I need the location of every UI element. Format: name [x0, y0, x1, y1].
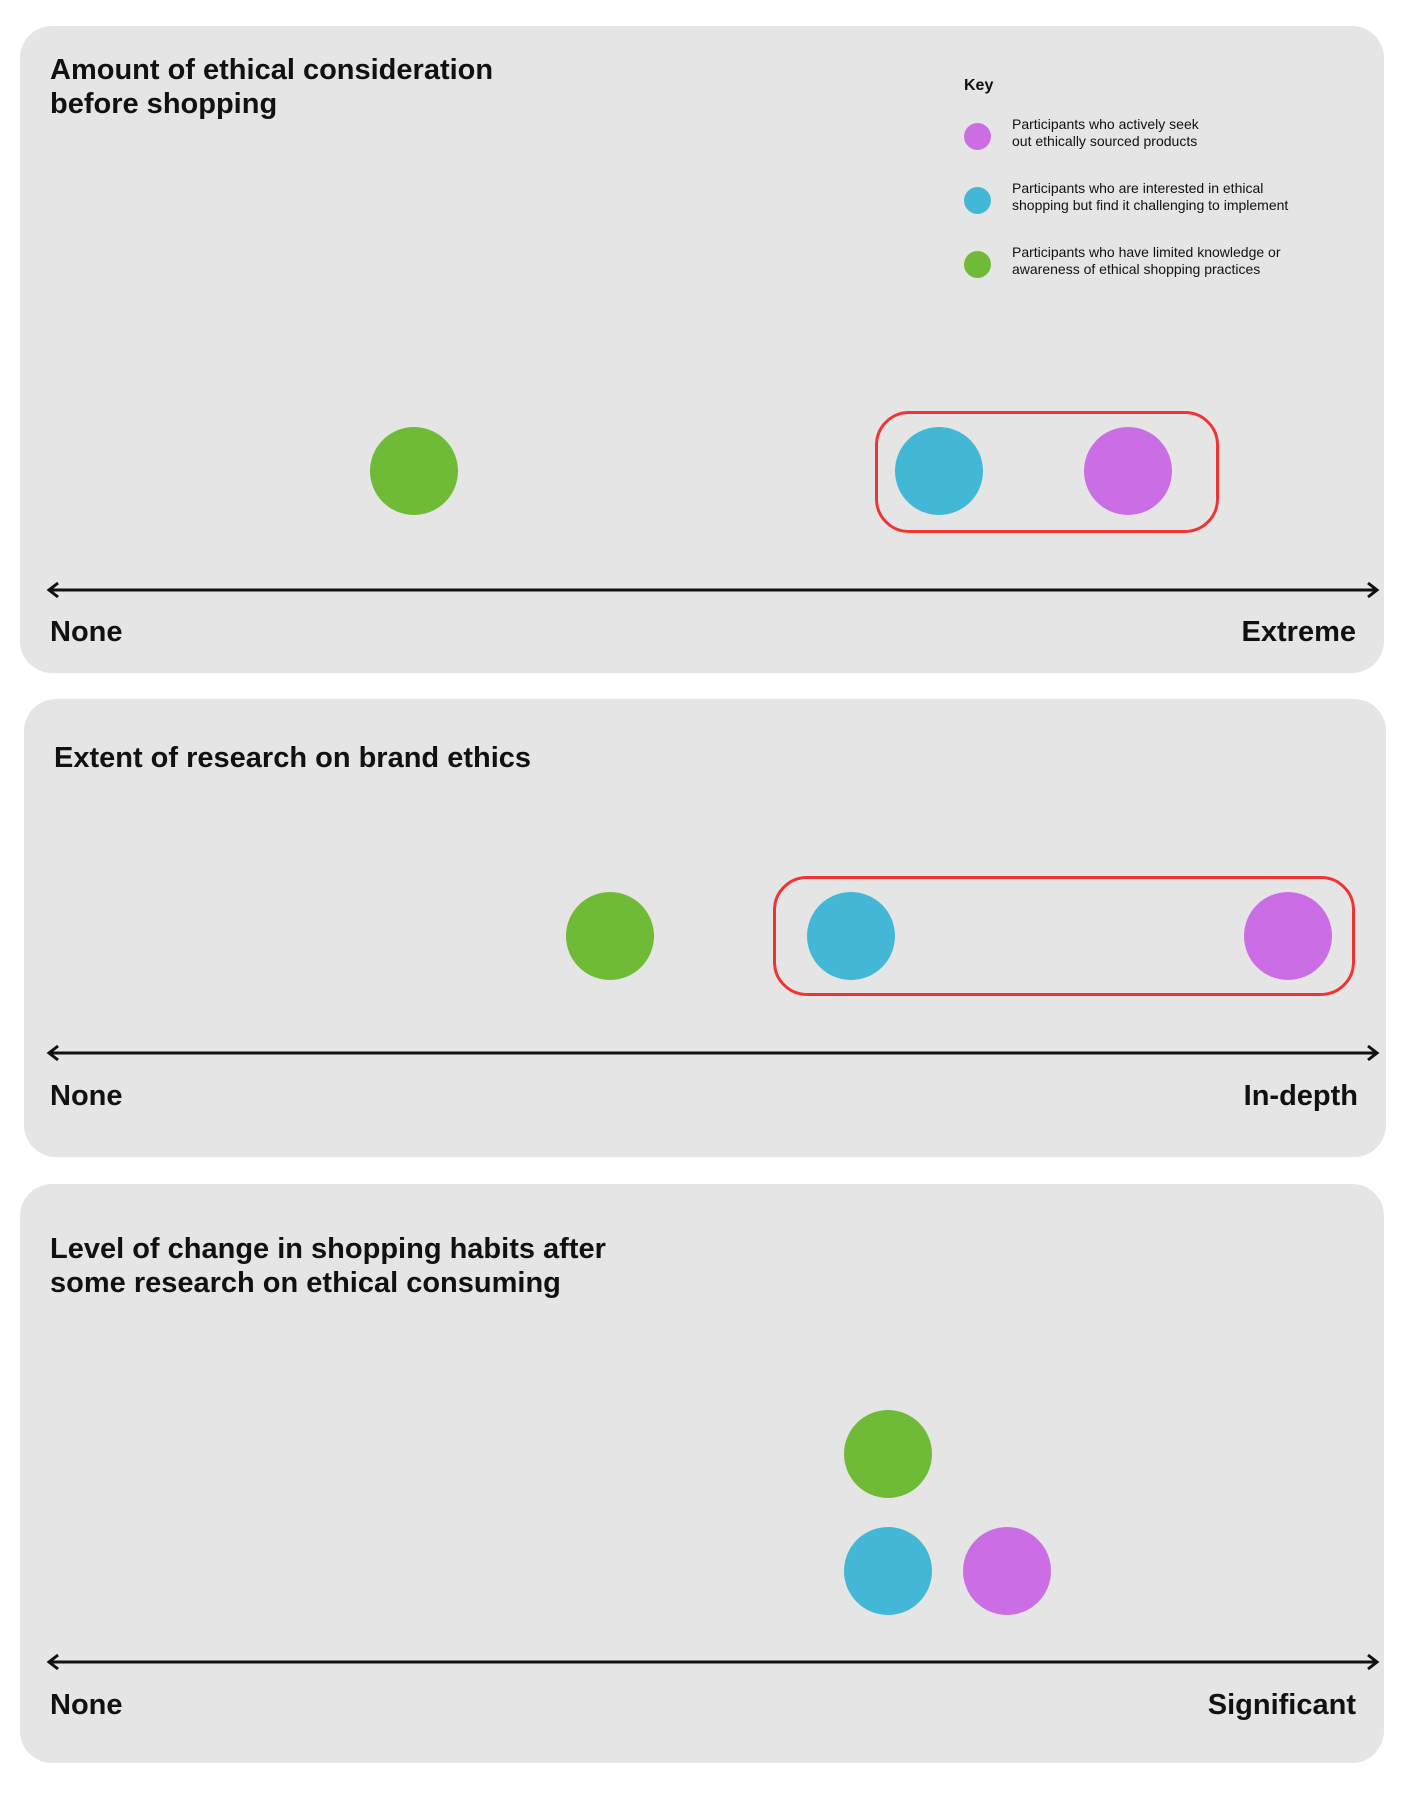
dot-interested-challenged [807, 892, 895, 980]
axis-max-label: In-depth [1243, 1080, 1358, 1112]
axis-max-label: Extreme [1241, 616, 1356, 648]
key-label-actively-seek: Participants who actively seek out ethic… [1012, 116, 1199, 149]
dot-limited-knowledge [566, 892, 654, 980]
key-item-interested-challenged: Participants who are interested in ethic… [964, 180, 1364, 224]
scale-title-line: Extent of research on brand ethics [54, 742, 532, 774]
scale-panel-ethical-consideration: Amount of ethical consideration before sh… [20, 26, 1384, 673]
dot-interested-challenged [895, 427, 983, 515]
scale-panel-habit-change: Level of change in shopping habits after… [20, 1184, 1384, 1763]
key-dot-actively-seek [964, 123, 991, 150]
axis-min-label: None [50, 1080, 123, 1112]
scale-title: Level of change in shopping habits after… [50, 1232, 670, 1300]
dot-actively-seek [1244, 892, 1332, 980]
key-dot-limited-knowledge [964, 251, 991, 278]
dot-limited-knowledge [844, 1410, 932, 1498]
key-dot-interested-challenged [964, 187, 991, 214]
axis-min-label: None [50, 1689, 123, 1721]
scale-title-line: before shopping [50, 88, 278, 120]
axis-min-label: None [50, 616, 123, 648]
dot-interested-challenged [844, 1527, 932, 1615]
dot-limited-knowledge [370, 427, 458, 515]
scale-title: Amount of ethical consideration before sh… [50, 53, 570, 121]
axis-max-label: Significant [1207, 1689, 1356, 1721]
scale-panel-brand-research: Extent of research on brand ethics None … [24, 699, 1386, 1157]
highlight-group-outline [875, 411, 1219, 533]
key-label-limited-knowledge: Participants who have limited knowledge … [1012, 244, 1281, 277]
key-label-interested-challenged: Participants who are interested in ethic… [1012, 180, 1289, 213]
scale-axis-arrow [46, 580, 1380, 600]
key-title: Key [964, 77, 994, 94]
scale-title: Extent of research on brand ethics [54, 741, 654, 775]
scale-axis-arrow [46, 1043, 1380, 1063]
scale-title-line: Amount of ethical consideration [50, 54, 494, 86]
dot-actively-seek [1084, 427, 1172, 515]
key-item-actively-seek: Participants who actively seek out ethic… [964, 116, 1364, 160]
scale-title-line: some research on ethical consuming [50, 1267, 561, 1299]
key-item-limited-knowledge: Participants who have limited knowledge … [964, 244, 1364, 288]
dot-actively-seek [963, 1527, 1051, 1615]
scale-title-line: Level of change in shopping habits after [50, 1233, 606, 1265]
scale-axis-arrow [46, 1652, 1380, 1672]
legend-key: Key Participants who actively seek out e… [964, 76, 1364, 308]
highlight-group-outline [773, 876, 1355, 996]
